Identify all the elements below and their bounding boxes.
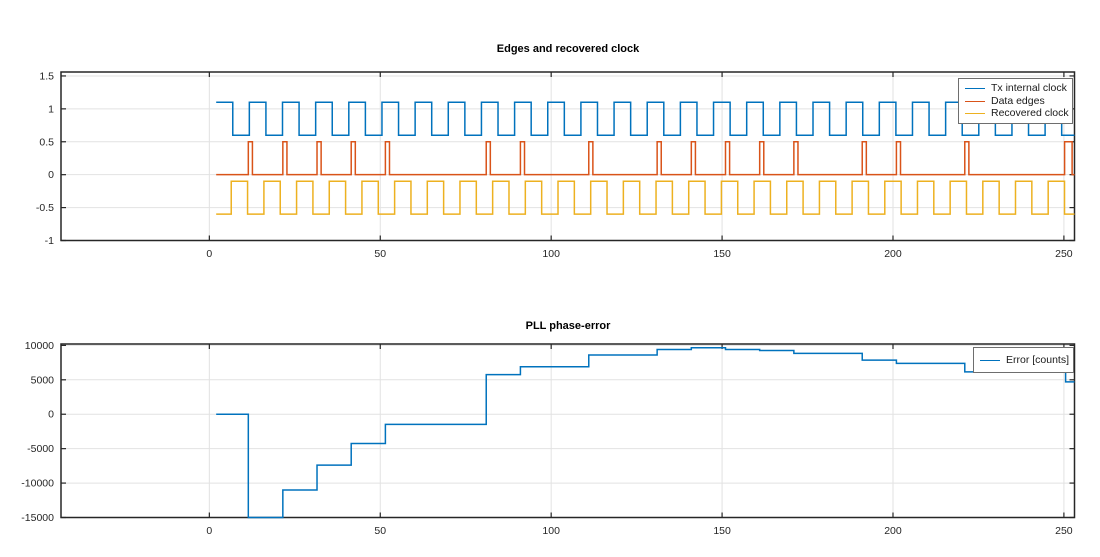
legend-entry-recovered-clock: Recovered clock bbox=[965, 107, 1069, 120]
grid-lines bbox=[61, 72, 1075, 241]
x-tick-label: 0 bbox=[206, 525, 212, 537]
y-tick-label: 0.5 bbox=[39, 136, 54, 148]
y-tick-label: 0 bbox=[48, 169, 54, 181]
y-tick-label: -0.5 bbox=[36, 202, 54, 214]
y-tick-label: -10000 bbox=[21, 478, 54, 490]
y-tick-label: 10000 bbox=[25, 340, 54, 352]
y-tick-label: -15000 bbox=[21, 512, 54, 524]
tick-labels: 0 50 100 150 200 250 -15000 -10000 -5000 0 5000 100… bbox=[21, 340, 1073, 537]
axes-border bbox=[60, 71, 1076, 242]
x-tick-label: 250 bbox=[1055, 525, 1073, 537]
grid-lines bbox=[61, 344, 1075, 518]
tick-marks bbox=[61, 72, 1075, 242]
legend-entry-data-edges: Data edges bbox=[965, 95, 1068, 108]
x-tick-label: 50 bbox=[374, 248, 386, 260]
y-tick-label: 1 bbox=[48, 103, 54, 115]
x-tick-label: 200 bbox=[884, 525, 902, 537]
series-group bbox=[216, 101, 1075, 215]
legend-line-sample-icon bbox=[980, 359, 1000, 361]
legend-label: Tx internal clock bbox=[991, 82, 1067, 95]
x-tick-label: 150 bbox=[713, 525, 731, 537]
y-tick-label: -5000 bbox=[27, 443, 54, 455]
x-tick-label: 100 bbox=[542, 525, 560, 537]
x-tick-label: 50 bbox=[374, 525, 386, 537]
legend-label: Data edges bbox=[991, 94, 1045, 107]
chart-1: 0 50 100 150 200 250 -1 -0.5 0 0.5 1 1.5 bbox=[36, 70, 1076, 260]
tick-marks bbox=[61, 344, 1075, 519]
legend-line-sample-icon bbox=[965, 113, 985, 115]
chart-2: 0 50 100 150 200 250 -15000 -10000 -5000 0 5000 100… bbox=[21, 340, 1076, 537]
legend-entry-error-counts: Error [counts] bbox=[980, 353, 1069, 367]
y-tick-label: 0 bbox=[48, 409, 54, 421]
series-group bbox=[216, 347, 1075, 519]
legend-label: Error [counts] bbox=[1006, 353, 1070, 366]
x-tick-label: 0 bbox=[206, 248, 212, 260]
chart1-title: Edges and recovered clock bbox=[496, 43, 640, 55]
x-tick-label: 200 bbox=[884, 248, 902, 260]
x-tick-label: 150 bbox=[713, 248, 731, 260]
chart1-legend: Tx internal clock Data edges Recovered c… bbox=[958, 78, 1073, 124]
series-data-edges bbox=[216, 141, 1075, 176]
legend-line-sample-icon bbox=[965, 87, 985, 89]
y-tick-label: 5000 bbox=[31, 374, 55, 386]
series-tx-internal-clock bbox=[216, 101, 1075, 136]
legend-entry-tx-internal-clock: Tx internal clock bbox=[965, 82, 1068, 95]
chart2-title: PLL phase-error bbox=[525, 320, 611, 332]
y-tick-label: 1.5 bbox=[39, 70, 54, 82]
legend-line-sample-icon bbox=[965, 100, 985, 102]
axes-border bbox=[60, 343, 1076, 519]
tick-labels: 0 50 100 150 200 250 -1 -0.5 0 0.5 1 1.5 bbox=[36, 70, 1073, 260]
chart2-legend: Error [counts] bbox=[973, 347, 1074, 373]
series-recovered-clock bbox=[216, 180, 1075, 215]
x-tick-label: 250 bbox=[1055, 248, 1073, 260]
y-tick-label: -1 bbox=[45, 235, 54, 247]
series-error-counts bbox=[216, 347, 1075, 519]
legend-label: Recovered clock bbox=[991, 107, 1069, 120]
x-tick-label: 100 bbox=[542, 248, 560, 260]
